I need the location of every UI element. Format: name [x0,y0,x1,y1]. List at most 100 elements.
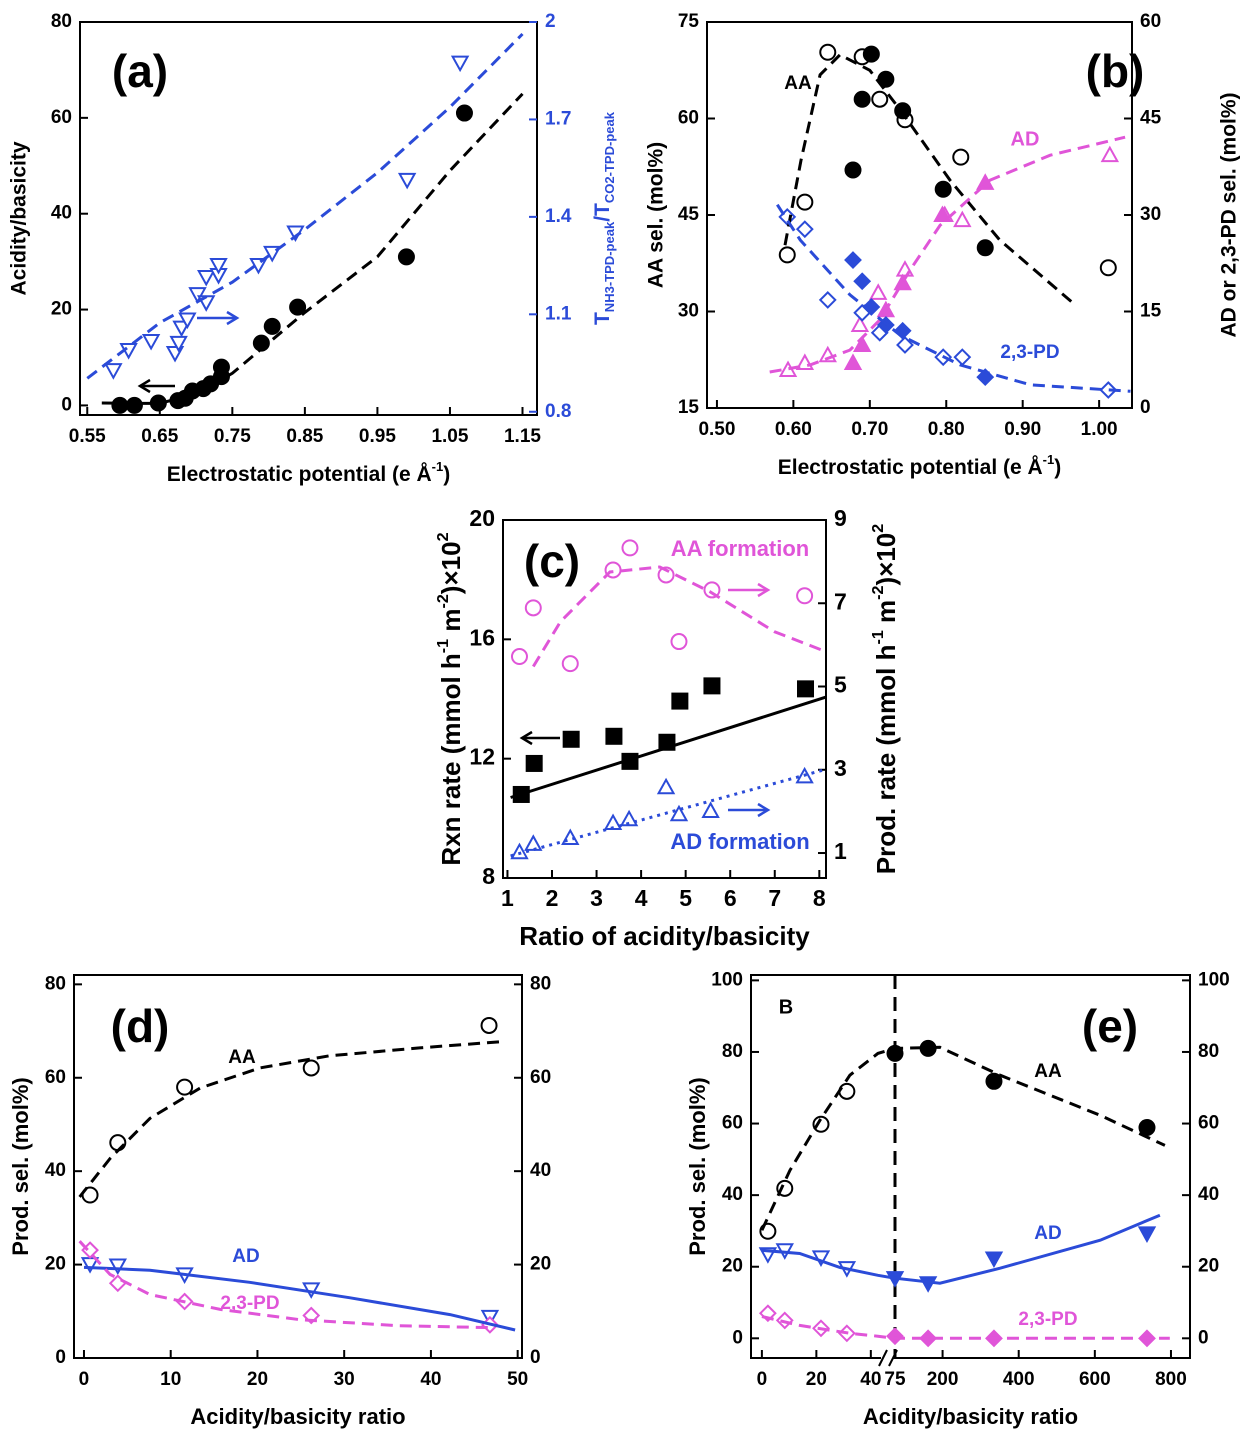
annotation: AA [784,73,812,94]
axis-label: Acidity/basicity ratio [190,1404,405,1429]
label-part: m [436,609,466,639]
annotation: AD [1034,1223,1061,1244]
label-part: -2 [434,594,452,608]
x-tick-label: 0.70 [851,419,888,440]
axis-label: AA sel. (mol%) [645,142,668,288]
label-part: -1 [1043,452,1055,467]
y2-tick-label: 15 [1140,301,1162,322]
label-part: Rxn rate (mmol h [436,653,466,865]
arrow-head [757,802,771,818]
y-tick-label: 60 [678,108,699,129]
y2-tick-label: 1.7 [545,108,571,129]
x-tick-label: 6 [724,885,737,911]
axis-label: Rxn rate (mmol h-1 m-2)×102 [434,532,466,865]
x-tick-label: 0.50 [698,419,735,440]
y2-tick-label: 80 [530,973,551,994]
x-tick-label: 0.90 [1004,419,1041,440]
y-tick-label: 16 [469,624,495,650]
point [984,1251,1004,1269]
point [397,248,415,266]
y2-tick-label: 0.8 [545,401,571,422]
axis-label: Acidity/basicity ratio [863,1404,1078,1429]
point [455,104,473,122]
y-tick-label: 0 [61,394,72,415]
y-tick-label: 60 [722,1113,743,1134]
label-part: -2 [869,585,887,599]
x-tick-label: 40 [420,1369,441,1390]
plot-frame [706,21,1133,409]
fit-line [83,1265,516,1332]
x-tick-label: 1.05 [431,426,468,447]
arrow-head [226,310,240,326]
point [886,1327,904,1346]
point [302,1059,320,1077]
arrow-head [519,730,533,746]
x-tick-label: 1.00 [1081,419,1118,440]
y-tick-label: 40 [51,203,72,224]
x-tick-label: 5 [679,885,692,911]
x-tick-label: 30 [334,1369,355,1390]
fit-line [510,695,827,799]
axis-label: Electrostatic potential (e Å-1) [778,452,1061,479]
annotation: (b) [1086,45,1145,97]
annotation: AD [1011,128,1040,150]
y-tick-label: 45 [678,204,700,225]
annotation: AD formation [670,829,809,854]
fit-line [760,1045,1166,1231]
axis-label: Prod. rate (mmol h-1 m-2)×102 [869,524,901,874]
annotation: (d) [111,1000,170,1052]
x-tick-label: 7 [768,885,781,911]
point [1099,259,1117,277]
point [953,210,972,228]
annotation: (e) [1082,1000,1138,1052]
arrow-head [757,582,771,598]
fit-line [776,203,1131,393]
point [919,1329,938,1348]
axis-label: Ratio of acidity/basicity [519,921,810,951]
arrow-head [137,378,151,394]
annotation: 2,3-PD [220,1293,279,1314]
label-part: -1 [869,630,887,644]
annotation: AA [1034,1061,1062,1082]
y2-tick-label: 1.1 [545,303,572,324]
point [263,317,281,335]
point [561,655,579,673]
point [209,257,228,275]
x-tick-label: 0.65 [141,426,178,447]
axis-break-mark [878,1349,888,1367]
label-part: ) [1054,456,1061,479]
point [818,291,837,309]
y2-tick-label: 30 [1140,204,1161,225]
axis-label: Prod. sel. (mol%) [685,1077,710,1255]
y2-tick-label: 80 [1198,1041,1219,1062]
plot-frame [79,21,538,416]
plot-frame [750,974,1191,1359]
point [893,273,912,291]
fit-line [78,1040,500,1198]
point [1100,145,1120,163]
y-tick-label: 20 [469,505,495,531]
x-tick-label: 20 [247,1369,268,1390]
plot-frame [73,974,523,1359]
point [843,353,863,370]
point [852,335,872,352]
annotation: 2,3-PD [1018,1309,1077,1330]
y-tick-label: 12 [469,744,495,770]
label-part: Prod. rate (mmol h [871,645,901,875]
fit-line [78,1240,490,1330]
point [525,754,543,772]
point [480,1016,498,1034]
x-tick-label: 8 [813,885,826,911]
point [656,777,676,795]
point [562,730,580,748]
label-part: CO2-TPD-peak [602,111,617,203]
y2-tick-label: 60 [1198,1113,1219,1134]
point [893,321,912,340]
point [844,161,862,179]
x-tick-label: 75 [884,1369,906,1390]
label-part: NH3-TPD-peak [602,221,617,312]
point [871,90,889,108]
annotation: AD [232,1246,259,1267]
point [795,220,814,239]
label-part: -1 [432,459,444,474]
